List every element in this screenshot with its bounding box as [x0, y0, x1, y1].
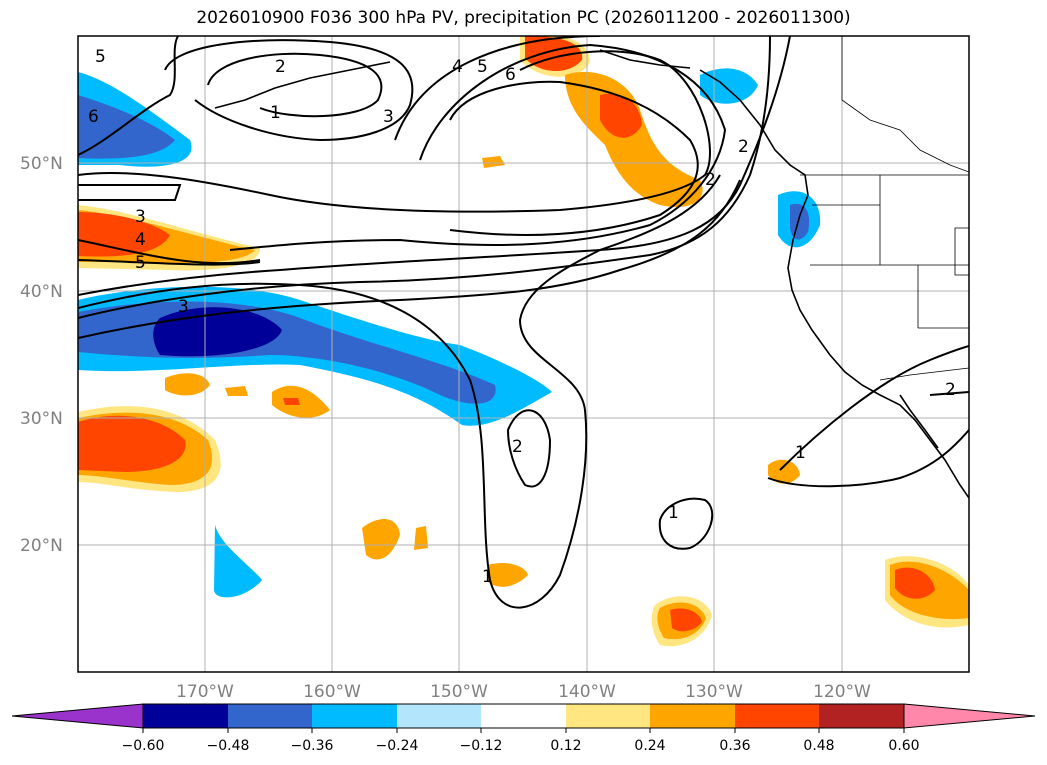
lon-label: 120°W [813, 682, 871, 702]
contour-label: 5 [477, 57, 488, 77]
contour-label: 2 [945, 380, 956, 400]
positive-precip-anomaly [78, 36, 969, 647]
colorbar-tick-label: −0.24 [376, 738, 419, 754]
colorbar-tick-label: −0.12 [460, 738, 503, 754]
colorbar-segment [481, 704, 566, 728]
colorbar-segment [143, 704, 228, 728]
colorbar-tick-label: −0.36 [291, 738, 334, 754]
colorbar-segment [228, 704, 312, 728]
contour-label: 4 [452, 57, 463, 77]
contour-label: 5 [135, 253, 146, 273]
contour-label: 6 [88, 107, 99, 127]
contour-label: 3 [135, 207, 146, 227]
contour-label: 1 [668, 503, 679, 523]
contour-label: 5 [95, 47, 106, 67]
latitude-labels: 50°N 40°N 30°N 20°N [20, 154, 63, 556]
contour-label: 1 [482, 567, 493, 587]
lat-label: 40°N [20, 282, 63, 302]
lon-label: 160°W [303, 682, 361, 702]
longitude-labels: 170°W 160°W 150°W 140°W 130°W 120°W [176, 682, 871, 702]
colorbar-segment [650, 704, 735, 728]
colorbar-segment [397, 704, 481, 728]
state-borders [800, 36, 969, 381]
contour-label: 3 [178, 297, 189, 317]
contour-label: 2 [738, 137, 749, 157]
colorbar-tick-label: 0.48 [803, 738, 834, 754]
lat-label: 50°N [20, 154, 63, 174]
contour-label: 2 [275, 57, 286, 77]
colorbar-tick-label: −0.48 [207, 738, 250, 754]
lon-label: 140°W [558, 682, 616, 702]
colorbar-tick-label: −0.60 [122, 738, 165, 754]
contour-label: 1 [270, 103, 281, 123]
negative-precip-anomaly [78, 68, 821, 598]
colorbar-segment [819, 704, 904, 728]
pv-contours [78, 36, 969, 609]
contour-label: 1 [795, 443, 806, 463]
contour-label: 2 [512, 437, 523, 457]
map-area: 2 1 3 4 5 6 3 4 5 3 2 1 1 2 1 2 5 6 2 [78, 36, 969, 672]
contour-label: 6 [505, 65, 516, 85]
colorbar-segment [312, 704, 397, 728]
pv-contour-labels: 2 1 3 4 5 6 3 4 5 3 2 1 1 2 1 2 5 6 2 [88, 47, 956, 587]
lon-label: 170°W [176, 682, 234, 702]
contour-label: 3 [383, 107, 394, 127]
colorbar: −0.60 −0.48 −0.36 −0.24 −0.12 0.12 0.24 … [11, 703, 1036, 754]
lon-label: 130°W [685, 682, 743, 702]
colorbar-tick-label: 0.36 [719, 738, 750, 754]
lat-label: 20°N [20, 536, 63, 556]
colorbar-max-extend [903, 703, 1036, 729]
map-title: 2026010900 F036 300 hPa PV, precipitatio… [196, 8, 851, 28]
colorbar-tick-label: 0.12 [550, 738, 581, 754]
coastlines [214, 49, 969, 499]
colorbar-tick-label: 0.24 [634, 738, 665, 754]
map-frame [77, 35, 970, 673]
contour-label: 4 [135, 230, 146, 250]
lat-label: 30°N [20, 409, 63, 429]
colorbar-min-extend [11, 703, 144, 729]
lon-label: 150°W [430, 682, 488, 702]
colorbar-segment [735, 704, 819, 728]
colorbar-segment [566, 704, 650, 728]
contour-label: 2 [705, 170, 716, 190]
colorbar-tick-label: 0.60 [888, 738, 919, 754]
